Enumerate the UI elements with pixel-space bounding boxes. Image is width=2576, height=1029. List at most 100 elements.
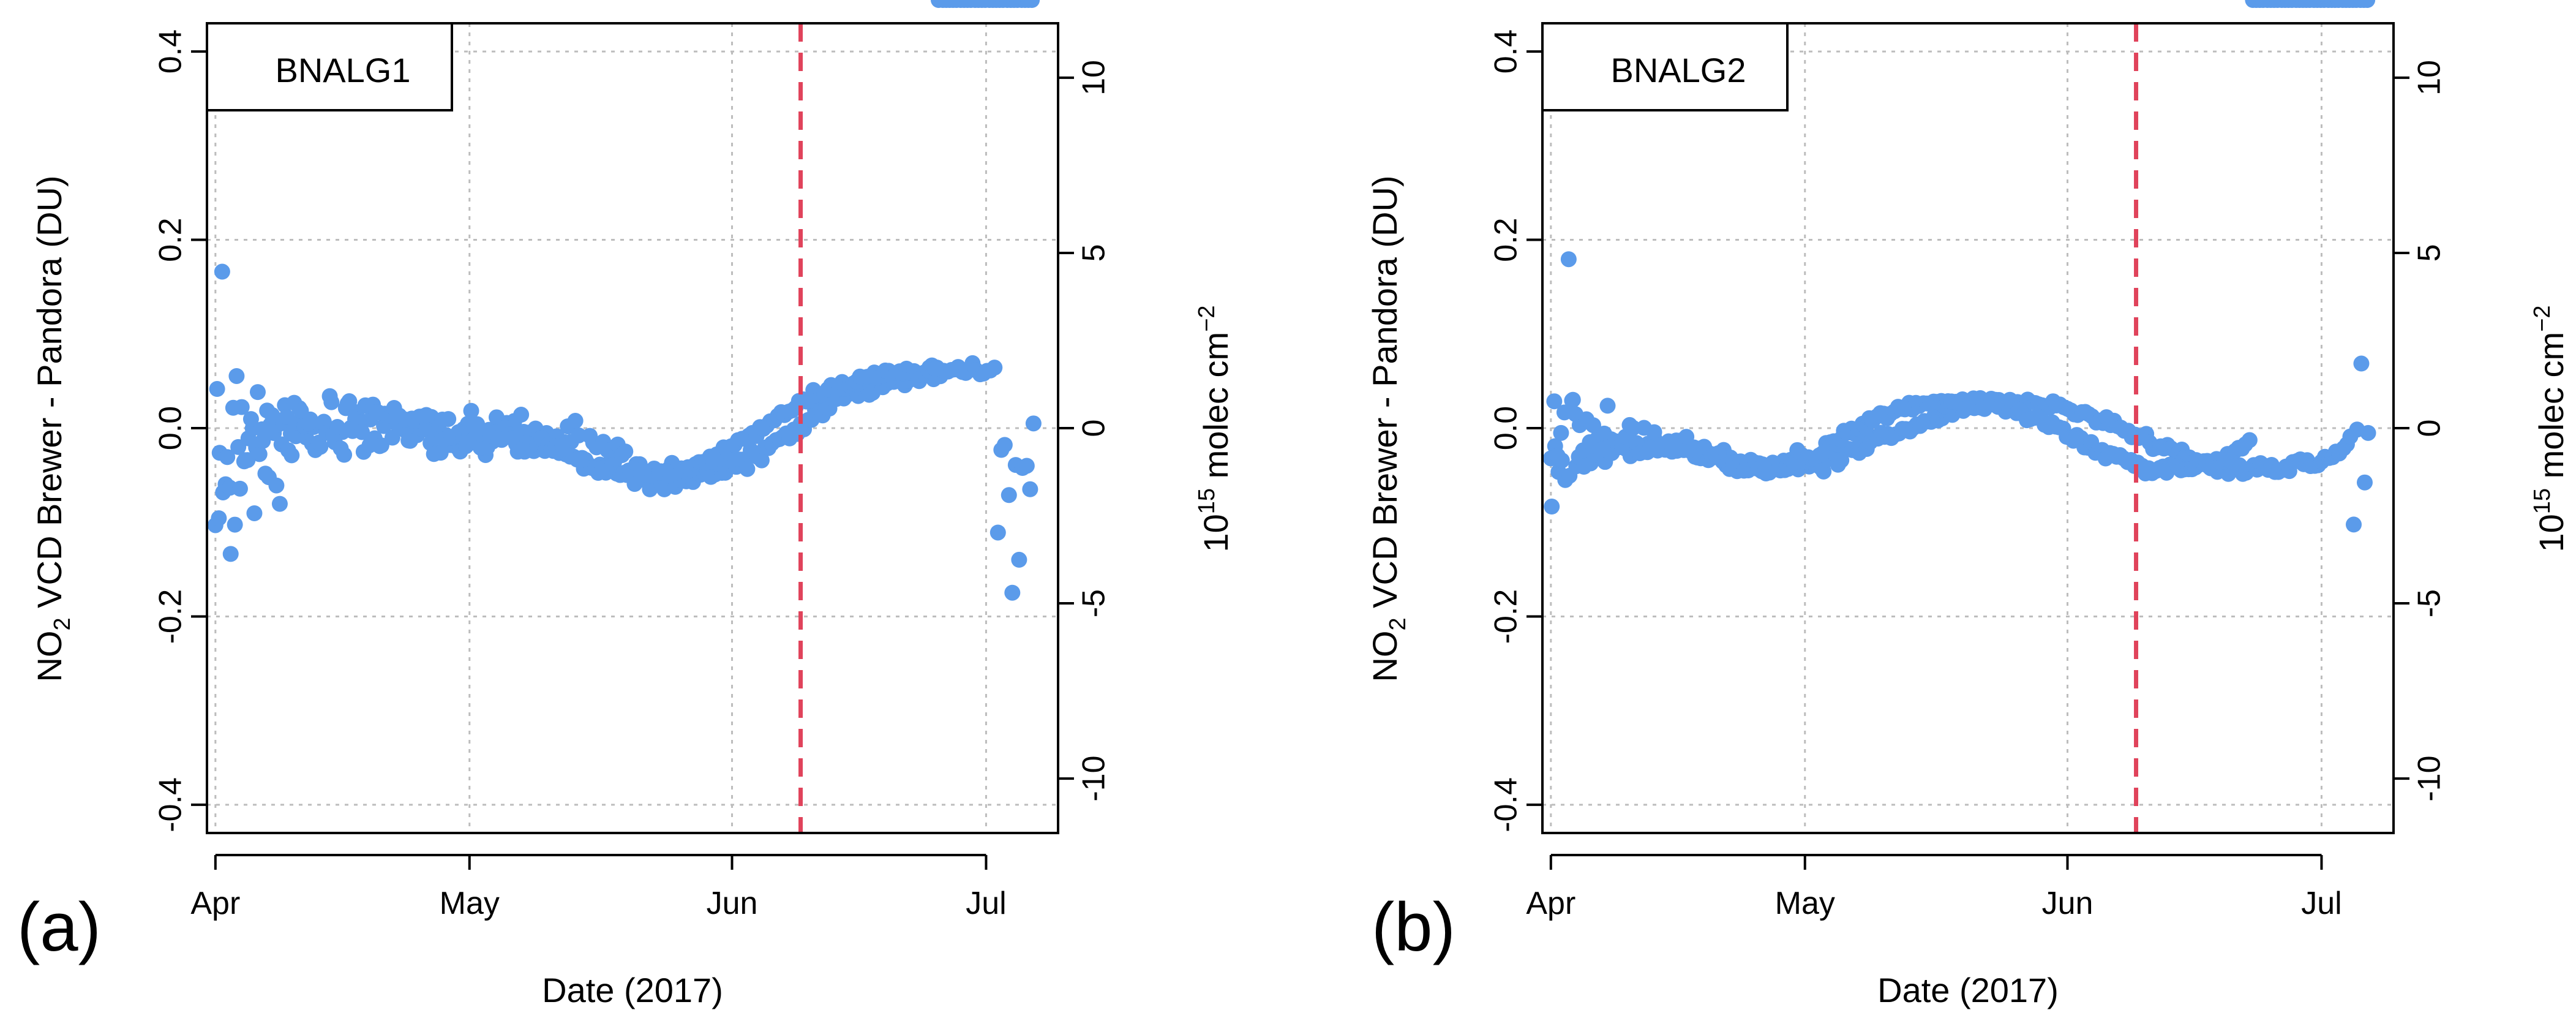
data-point [222,546,239,562]
data-point [463,402,479,419]
data-point [626,476,643,492]
panel-a-legend-box [206,22,453,111]
data-point [339,396,356,412]
y2-tick-label: 10 [2412,60,2447,96]
data-point [2353,355,2370,372]
data-point [418,407,435,423]
x-tick-label: Jun [707,886,758,921]
data-point [1585,417,1601,434]
panel-a-x-axis: Apr May Jun Jul [190,854,1007,921]
x-tick-label: Jul [2301,886,2341,921]
y-tick-label: 0.2 [153,217,189,262]
panel-a-y-axis: -0.4 -0.2 0.0 0.2 0.4 [153,29,207,832]
data-point [321,388,338,404]
panel-b-y2-axis: -10 -5 0 5 10 [2394,60,2447,802]
data-point [268,477,285,494]
y2-tick-label: 0 [1076,420,1112,437]
y-tick-label: -0.2 [1489,589,1524,644]
panel-b-y2-axis-title: 1015 molec cm−2 [2529,305,2570,552]
data-point [209,381,225,398]
y2-tick-label: -5 [2412,589,2447,617]
y2-tick-label: 5 [2412,244,2447,262]
panel-b-x-axis: Apr May Jun Jul [1526,854,2342,921]
data-point [242,411,259,428]
y2-tick-label: -5 [1076,589,1112,617]
data-point [1001,487,1017,503]
data-point [251,446,268,462]
y-tick-label: 0.0 [1489,406,1524,450]
data-point [440,411,457,428]
panel-a: -0.4 -0.2 0.0 0.2 0.4 -10 -5 0 5 10 Ap [17,0,1235,1009]
data-point [432,445,449,461]
data-point [1011,551,1027,568]
panel-b-y-axis-title: NO2 VCD Brewer - Pandora (DU) [1365,175,1411,682]
y2-tick-label: 5 [1076,244,1112,262]
x-tick-label: Jul [966,886,1006,921]
x-tick-label: May [1775,886,1835,921]
data-point [1024,0,1040,8]
data-point [300,415,317,432]
y-tick-label: -0.2 [153,589,189,644]
y-tick-label: 0.4 [153,29,189,74]
data-point [2345,516,2362,533]
panel-b-legend-box [1541,22,1789,111]
data-point [211,510,227,527]
data-point [567,413,584,429]
data-point [1833,452,1850,469]
panel-b-y-axis: -0.4 -0.2 0.0 0.2 0.4 [1489,29,1542,832]
data-point [1018,458,1035,474]
y2-tick-label: 10 [1076,60,1112,96]
data-point [214,263,230,280]
x-tick-label: May [440,886,500,921]
data-point [231,480,248,497]
data-point [469,416,486,432]
data-point [1624,420,1641,436]
data-point [227,516,243,533]
data-point [2360,424,2376,441]
data-point [1564,392,1580,409]
data-point [239,452,256,469]
data-point [2359,0,2376,8]
data-point [219,449,236,466]
data-point [1025,415,1042,432]
data-point [253,421,270,437]
panel-a-legend-label: BNALG1 [276,51,411,89]
data-point [1546,393,1563,410]
y-tick-label: 0.2 [1489,217,1524,262]
data-point [1022,481,1038,497]
data-point [336,447,353,463]
x-tick-label: Apr [190,886,240,921]
data-point [1549,448,1566,464]
data-point [225,399,241,416]
data-point [1593,442,1609,458]
data-point [228,368,245,384]
data-point [1599,398,1616,414]
data-point [2241,432,2258,448]
panel-a-y2-axis: -10 -5 0 5 10 [1058,60,1112,802]
data-point [1544,499,1560,515]
y-tick-label: 0.4 [1489,29,1524,74]
data-point [372,438,388,454]
data-point [400,432,417,449]
y2-tick-label: -10 [2412,756,2447,802]
data-point [386,399,402,416]
panel-b-points [1542,0,2376,533]
data-point [1553,424,1569,441]
data-point [293,402,309,419]
y2-tick-label: -10 [1076,756,1112,802]
data-point [2356,474,2373,491]
y-tick-label: -0.4 [153,777,189,832]
panel-a-x-axis-title: Date (2017) [542,971,723,1009]
data-point [617,443,634,460]
data-point [249,384,266,401]
data-point [986,360,1003,376]
data-point [271,496,288,512]
panel-b-label: (b) [1372,889,1455,965]
data-point [927,361,944,377]
data-point [354,424,370,440]
data-point [996,437,1013,453]
panel-b-legend-label: BNALG2 [1611,51,1746,89]
data-point [739,461,756,477]
panel-b-x-axis-title: Date (2017) [1877,971,2059,1009]
